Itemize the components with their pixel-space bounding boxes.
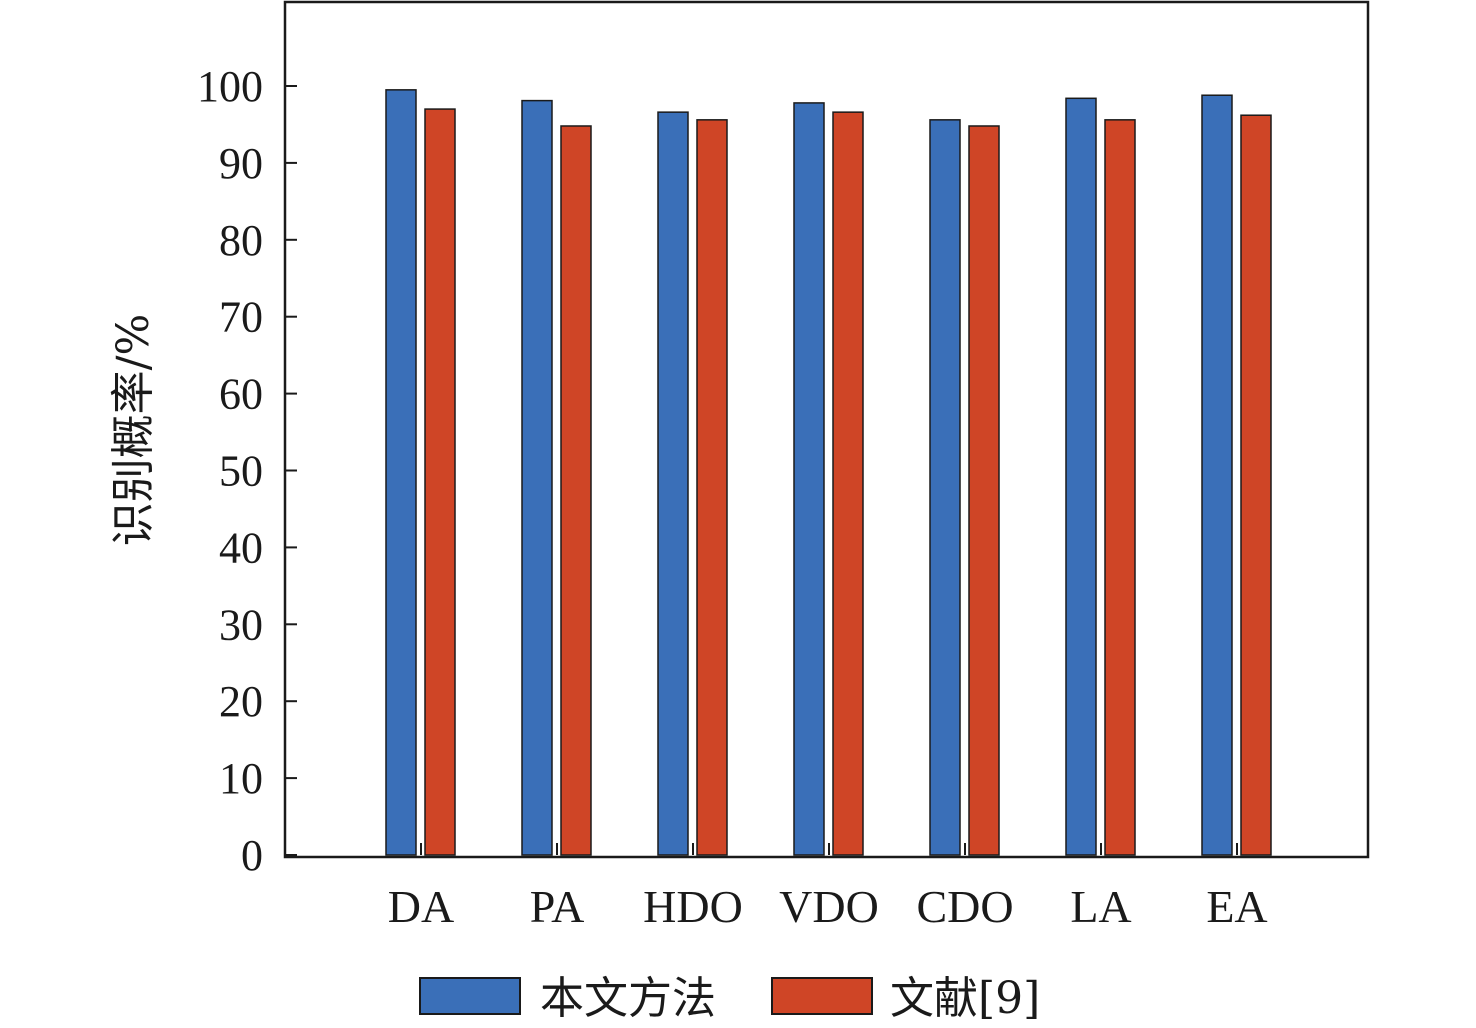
bar-pa-series-1 [521,99,553,856]
bar-cdo-series-1 [929,119,961,856]
x-tick-label: CDO [916,881,1013,932]
legend-swatch [419,977,521,1015]
x-tick-label: HDO [643,881,743,932]
x-axis-category-labels: DA PA HDO VDO CDO LA EA [388,881,1268,932]
bar-da-series-2 [424,108,456,856]
bar-pa-series-2 [560,125,592,856]
y-axis-label: 识别概率/% [108,314,159,547]
y-tick-label: 80 [219,216,263,265]
bar-ea-series-1 [1201,94,1233,856]
bar-series [385,89,1272,856]
x-tick-label: DA [388,881,454,932]
bar-ea-series-2 [1240,114,1272,856]
bar-vdo-series-2 [832,111,864,856]
y-tick-label: 70 [219,293,263,342]
bar-la-series-2 [1104,119,1136,856]
x-tick-label: VDO [779,881,879,932]
y-tick-label: 100 [197,62,263,111]
y-tick-label: 10 [219,754,263,803]
bar-da-series-1 [385,89,417,856]
y-tick-label: 90 [219,139,263,188]
bar-la-series-1 [1065,97,1097,856]
x-axis-ticks [420,843,1238,855]
bar-vdo-series-1 [793,102,825,856]
legend-label: 文献[9] [890,973,1040,1024]
plot-frame [283,0,1370,859]
y-tick-label: 40 [219,523,263,572]
x-tick-label: EA [1206,881,1267,932]
x-tick-label: PA [530,881,585,932]
y-tick-label: 0 [241,831,263,880]
legend-swatch [771,977,873,1015]
y-tick-label: 20 [219,677,263,726]
legend-label: 本文方法 [540,973,716,1024]
y-tick-label: 50 [219,447,263,496]
y-tick-label: 30 [219,600,263,649]
y-axis-ticks: 0 10 20 30 40 50 60 70 80 90 100 [197,62,297,880]
bar-hdo-series-1 [657,111,689,856]
x-tick-label: LA [1070,881,1131,932]
bar-cdo-series-2 [968,125,1000,856]
legend: 本文方法 文献[9] [419,973,1040,1024]
y-tick-label: 60 [219,370,263,419]
bar-hdo-series-2 [696,119,728,856]
